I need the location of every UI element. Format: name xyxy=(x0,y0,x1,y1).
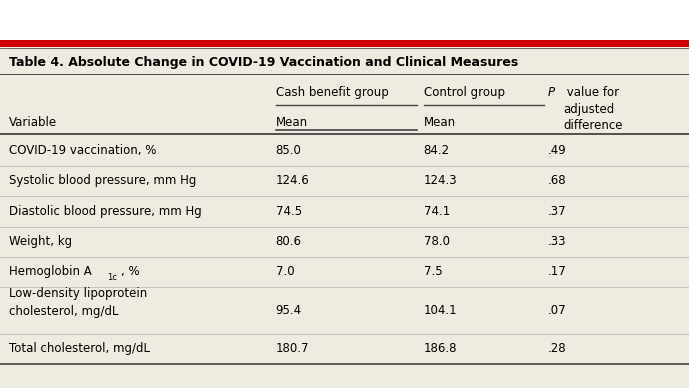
Text: Low-density lipoprotein
cholesterol, mg/dL: Low-density lipoprotein cholesterol, mg/… xyxy=(9,287,147,318)
Text: Cash benefit group: Cash benefit group xyxy=(276,86,389,99)
Text: P: P xyxy=(548,86,555,99)
Text: Table 4. Absolute Change in COVID-19 Vaccination and Clinical Measures: Table 4. Absolute Change in COVID-19 Vac… xyxy=(9,56,518,69)
Text: 124.6: 124.6 xyxy=(276,174,309,187)
Text: , %: , % xyxy=(121,265,140,278)
Text: 104.1: 104.1 xyxy=(424,304,457,317)
Text: .37: .37 xyxy=(548,204,566,218)
Text: COVID-19 vaccination, %: COVID-19 vaccination, % xyxy=(9,144,156,157)
Text: Control group: Control group xyxy=(424,86,505,99)
Text: Variable: Variable xyxy=(9,116,57,130)
Text: .28: .28 xyxy=(548,342,566,355)
Text: .17: .17 xyxy=(548,265,566,278)
Text: 80.6: 80.6 xyxy=(276,235,302,248)
Text: Mean: Mean xyxy=(276,116,308,130)
Text: 78.0: 78.0 xyxy=(424,235,450,248)
Text: 74.5: 74.5 xyxy=(276,204,302,218)
Bar xyxy=(0,40,689,47)
Text: Hemoglobin A: Hemoglobin A xyxy=(9,265,92,278)
Text: 7.5: 7.5 xyxy=(424,265,442,278)
Text: 84.2: 84.2 xyxy=(424,144,450,157)
Text: .33: .33 xyxy=(548,235,566,248)
Text: .68: .68 xyxy=(548,174,566,187)
Text: Diastolic blood pressure, mm Hg: Diastolic blood pressure, mm Hg xyxy=(9,204,202,218)
Bar xyxy=(0,0,689,40)
Text: Systolic blood pressure, mm Hg: Systolic blood pressure, mm Hg xyxy=(9,174,196,187)
Text: 180.7: 180.7 xyxy=(276,342,309,355)
Text: 85.0: 85.0 xyxy=(276,144,302,157)
Text: 74.1: 74.1 xyxy=(424,204,450,218)
Text: 186.8: 186.8 xyxy=(424,342,457,355)
Text: .49: .49 xyxy=(548,144,566,157)
Text: 95.4: 95.4 xyxy=(276,304,302,317)
Text: Mean: Mean xyxy=(424,116,456,130)
Text: Total cholesterol, mg/dL: Total cholesterol, mg/dL xyxy=(9,342,150,355)
Text: .07: .07 xyxy=(548,304,566,317)
Text: Weight, kg: Weight, kg xyxy=(9,235,72,248)
Text: value for
adjusted
difference: value for adjusted difference xyxy=(563,86,622,132)
Text: 1c: 1c xyxy=(107,273,117,282)
Text: 124.3: 124.3 xyxy=(424,174,457,187)
Text: 7.0: 7.0 xyxy=(276,265,294,278)
